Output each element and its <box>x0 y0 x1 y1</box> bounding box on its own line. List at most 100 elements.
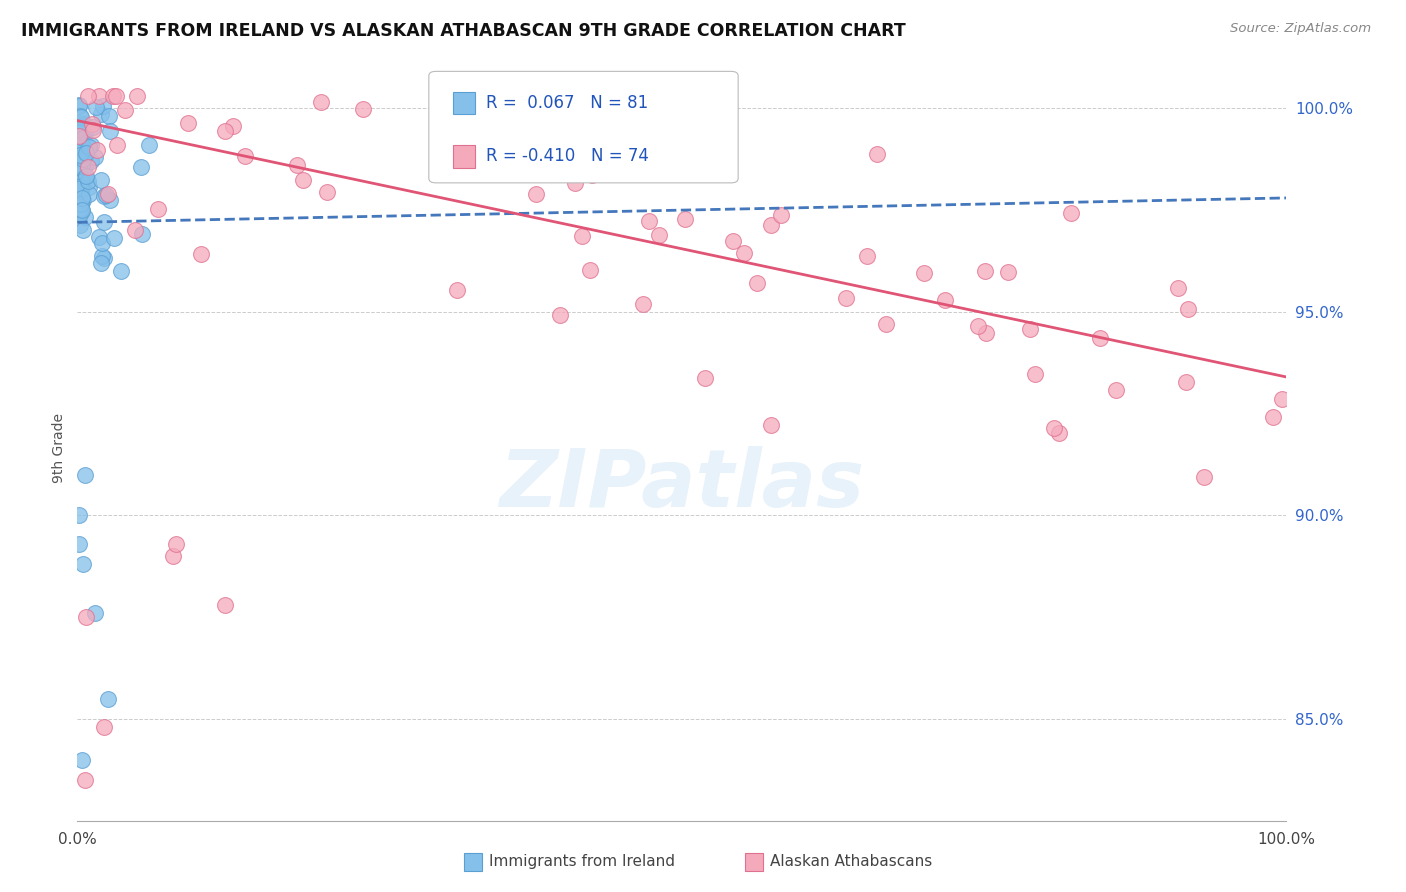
Point <box>1047 425 1070 440</box>
Point <box>70 753 93 767</box>
Point <box>72 223 94 237</box>
Point <box>69 218 91 232</box>
Point <box>579 262 602 277</box>
Point <box>93 189 115 203</box>
Point <box>165 537 187 551</box>
Point <box>79 186 101 201</box>
Point <box>627 143 650 157</box>
Point <box>97 109 120 123</box>
Point <box>75 173 97 187</box>
Point <box>292 173 315 187</box>
Point <box>524 187 547 202</box>
Point <box>76 89 98 103</box>
Point <box>82 120 104 134</box>
Point <box>98 124 121 138</box>
Point <box>93 720 115 734</box>
Point <box>733 246 755 260</box>
Point <box>75 169 97 184</box>
Point <box>84 100 107 114</box>
Point <box>835 291 858 305</box>
Point <box>69 178 91 193</box>
Point <box>73 117 96 131</box>
Point <box>67 508 90 523</box>
Point <box>1271 392 1294 407</box>
Point <box>86 143 108 157</box>
Point <box>84 606 107 620</box>
Point <box>190 247 212 261</box>
Point <box>571 229 593 244</box>
Point <box>1043 421 1066 435</box>
Point <box>69 197 91 211</box>
Point <box>125 89 148 103</box>
Point <box>214 598 236 612</box>
Point <box>75 210 97 224</box>
Point <box>723 235 745 249</box>
Point <box>103 231 125 245</box>
Point <box>638 213 661 227</box>
Point <box>69 119 91 133</box>
Point <box>934 293 956 307</box>
Point <box>96 691 118 706</box>
Point <box>214 124 236 138</box>
Point <box>1105 383 1128 397</box>
Point <box>97 187 120 202</box>
Point <box>72 153 94 168</box>
Point <box>67 537 90 551</box>
Point <box>222 120 245 134</box>
Point <box>70 203 93 218</box>
Point <box>70 158 93 172</box>
Point <box>548 308 571 322</box>
Point <box>90 107 112 121</box>
Point <box>77 140 100 154</box>
Point <box>69 183 91 197</box>
Point <box>75 610 97 624</box>
Point <box>101 89 124 103</box>
Point <box>105 138 128 153</box>
Point <box>72 193 94 207</box>
Text: Source: ZipAtlas.com: Source: ZipAtlas.com <box>1230 22 1371 36</box>
Point <box>1166 281 1188 295</box>
Point <box>75 128 97 142</box>
Point <box>693 370 716 384</box>
Text: R = -0.410   N = 74: R = -0.410 N = 74 <box>486 147 650 165</box>
Point <box>67 98 90 112</box>
Point <box>72 131 94 145</box>
Point <box>967 319 990 334</box>
Point <box>70 110 93 124</box>
Point <box>69 174 91 188</box>
Point <box>82 117 104 131</box>
Point <box>67 158 90 172</box>
Point <box>67 129 90 144</box>
Point <box>67 117 90 131</box>
Point <box>124 223 146 237</box>
Point <box>73 467 96 482</box>
Point <box>352 102 374 116</box>
Point <box>73 772 96 787</box>
Point <box>114 103 136 118</box>
Point <box>1263 409 1285 424</box>
Point <box>69 109 91 123</box>
Point <box>93 251 115 265</box>
Point <box>72 153 94 167</box>
Point <box>69 207 91 221</box>
Text: ZIPatlas: ZIPatlas <box>499 447 865 524</box>
Point <box>70 178 93 193</box>
Point <box>866 146 889 161</box>
Point <box>759 418 782 433</box>
Point <box>912 267 935 281</box>
Point <box>67 116 90 130</box>
Point <box>67 140 90 154</box>
Point <box>69 184 91 198</box>
Point <box>69 175 91 189</box>
Point <box>105 89 128 103</box>
Y-axis label: 9th Grade: 9th Grade <box>52 413 66 483</box>
Point <box>285 158 308 172</box>
Text: Alaskan Athabascans: Alaskan Athabascans <box>770 855 932 869</box>
Point <box>76 160 98 174</box>
Point <box>91 236 114 251</box>
Point <box>315 185 337 199</box>
Point <box>83 151 105 165</box>
Point <box>73 153 96 168</box>
Point <box>67 99 90 113</box>
Point <box>177 116 200 130</box>
